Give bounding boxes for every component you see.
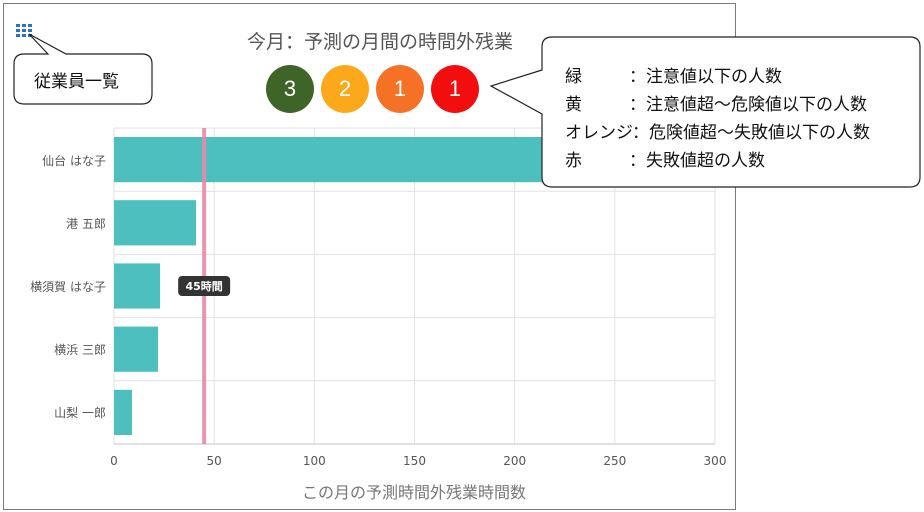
- legend-key-orange: オレンジ: [565, 123, 633, 142]
- badge-yellow[interactable]: 2: [321, 65, 369, 113]
- legend-desc-green: ：注意値以下の人数: [629, 67, 782, 86]
- y-tick-label: 山梨 一郎: [54, 406, 106, 421]
- employee-list-link[interactable]: 従業員一覧: [34, 72, 119, 91]
- y-tick-label: 仙台 はな子: [42, 153, 106, 168]
- y-tick-label: 港 五郎: [66, 216, 106, 231]
- y-tick-label: 横浜 三郎: [54, 343, 106, 358]
- legend-desc-orange: ：危険値超～失敗値以下の人数: [632, 123, 870, 142]
- grid-apps-icon[interactable]: [16, 24, 34, 38]
- legend-desc-yellow: ：注意値超～危険値以下の人数: [629, 95, 867, 114]
- legend-key-green: 緑: [565, 67, 582, 86]
- legend-desc-red: ：失敗値超の人数: [629, 151, 765, 170]
- chart-title: 今月：予測の月間の時間外残業: [246, 31, 513, 53]
- badge-green[interactable]: 3: [266, 65, 314, 113]
- legend-key-red: 赤: [565, 151, 582, 170]
- badge-red[interactable]: 1: [431, 65, 479, 113]
- y-tick-label: 横須賀 はな子: [30, 280, 106, 294]
- badge-orange[interactable]: 1: [376, 65, 424, 113]
- legend-key-yellow: 黄: [565, 95, 582, 114]
